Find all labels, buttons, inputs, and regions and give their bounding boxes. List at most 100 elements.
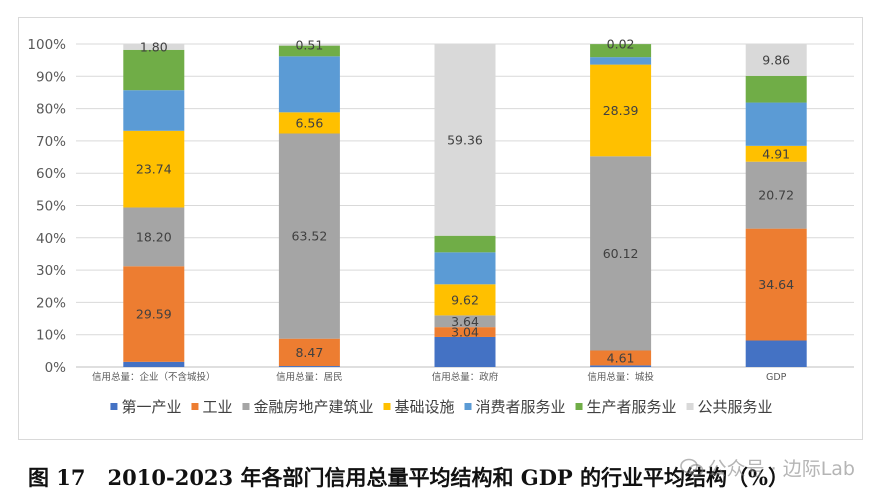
data-label: 3.04 <box>451 325 479 340</box>
data-label: 28.39 <box>603 103 639 118</box>
data-label: 4.91 <box>762 146 790 161</box>
legend-label: 消费者服务业 <box>476 398 566 416</box>
bar-segment <box>590 64 652 157</box>
watermark: 公众号 · 边际Lab <box>679 454 855 483</box>
data-label: 20.72 <box>758 188 794 203</box>
legend-swatch <box>191 403 199 410</box>
legend-label: 生产者服务业 <box>587 398 677 416</box>
data-label: 8.47 <box>295 345 323 360</box>
watermark-text: 公众号 · 边际Lab <box>707 458 855 480</box>
bar-segment <box>278 133 340 339</box>
bar-segment <box>745 44 807 76</box>
y-tick-label: 80% <box>36 102 66 118</box>
legend-swatch <box>464 403 472 410</box>
bar-segment <box>434 44 496 236</box>
data-label: 29.59 <box>136 307 172 322</box>
bar-segment <box>434 315 496 328</box>
figure-title: 2010-2023 年各部门信用总量平均结构和 GDP 的行业平均结构（%） <box>107 465 789 490</box>
bar-segment <box>434 252 496 285</box>
bar-segment <box>278 45 340 57</box>
data-label: 59.36 <box>447 132 483 147</box>
legend: 第一产业 工业 金融房地产建筑业 基础设施 消费者服务业 生产者服务业 公共服务业 <box>110 398 773 416</box>
y-tick-label: 10% <box>36 328 66 344</box>
wechat-icon <box>679 458 704 483</box>
figure-caption: 图 17 2010-2023 年各部门信用总量平均结构和 GDP 的行业平均结构（… <box>28 462 789 492</box>
bar-segment <box>123 361 185 367</box>
bar-segment <box>123 207 185 267</box>
y-tick-label: 70% <box>36 134 66 150</box>
bar-segment <box>590 365 652 367</box>
legend-swatch <box>242 403 250 410</box>
legend-label: 第一产业 <box>121 398 181 416</box>
data-label: 18.20 <box>136 229 172 244</box>
y-axis-tick-labels: 0% 10% 20% 30% 40% 50% 60% 70% 80% 90% 100% <box>27 37 66 376</box>
bar-segment <box>123 49 185 91</box>
x-axis-tick-labels: 信用总量：企业（不含城投） 信用总量：居民 信用总量：政府 信用总量：城投 GDP <box>92 371 787 383</box>
bar-segment <box>123 90 185 131</box>
bar-segment <box>434 327 496 337</box>
legend-item: 公共服务业 <box>686 398 773 416</box>
y-tick-label: 30% <box>36 263 66 279</box>
y-tick-label: 60% <box>36 166 66 182</box>
data-labels: 29.59 18.20 23.74 1.80 8.47 63.52 6.56 0.51 3.04… <box>136 37 794 366</box>
stacked-bar-chart: 0% 10% 20% 30% 40% 50% 60% 70% 80% 90% 100% 29.59 1… <box>27 37 854 416</box>
legend-swatch <box>110 403 118 410</box>
data-label: 0.51 <box>295 37 323 52</box>
data-label: 3.64 <box>451 314 479 329</box>
x-tick-label: 信用总量：城投 <box>587 371 654 383</box>
bar-segment <box>745 75 807 103</box>
bar-segment <box>278 56 340 113</box>
bar-segment <box>745 145 807 162</box>
bar-segment <box>590 57 652 65</box>
y-tick-label: 50% <box>36 199 66 215</box>
legend-item: 金融房地产建筑业 <box>242 398 373 416</box>
bars <box>123 44 807 367</box>
bar-segment <box>434 284 496 316</box>
y-tick-label: 40% <box>36 231 66 247</box>
legend-label: 基础设施 <box>394 398 454 416</box>
y-tick-label: 0% <box>45 360 67 376</box>
data-label: 1.80 <box>140 39 168 54</box>
legend-label: 金融房地产建筑业 <box>253 398 373 416</box>
legend-item: 基础设施 <box>383 398 455 416</box>
bar-segment <box>123 266 185 362</box>
figure-number: 图 17 <box>28 465 86 490</box>
bar-segment <box>745 228 807 341</box>
bar-segment <box>590 350 652 366</box>
data-label: 9.62 <box>451 292 479 307</box>
data-label: 9.86 <box>762 52 790 67</box>
y-tick-label: 20% <box>36 295 66 311</box>
legend-item: 第一产业 <box>110 398 181 416</box>
data-label: 60.12 <box>603 246 639 261</box>
bar-segment <box>278 366 340 367</box>
legend-item: 生产者服务业 <box>575 398 677 416</box>
data-label: 34.64 <box>758 277 794 292</box>
data-label: 6.56 <box>295 115 323 130</box>
legend-item: 消费者服务业 <box>464 398 566 416</box>
y-tick-label: 100% <box>27 37 66 53</box>
data-label: 63.52 <box>292 229 328 244</box>
chart-frame: 0% 10% 20% 30% 40% 50% 60% 70% 80% 90% 100% 29.59 1… <box>18 17 863 440</box>
bar-segment <box>434 336 496 367</box>
bar-segment <box>278 112 340 134</box>
data-label: 4.61 <box>607 350 635 365</box>
y-tick-label: 90% <box>36 69 66 85</box>
data-label: 23.74 <box>136 162 172 177</box>
x-tick-label: 信用总量：居民 <box>276 371 343 383</box>
x-tick-label: 信用总量：企业（不含城投） <box>92 371 216 383</box>
bar-segment <box>278 44 340 46</box>
data-label: 0.02 <box>607 37 635 52</box>
bar-segment <box>745 340 807 367</box>
bar-segment <box>123 130 185 208</box>
legend-swatch <box>686 403 694 410</box>
bar-segment <box>278 338 340 367</box>
bar-segment <box>745 161 807 229</box>
legend-label: 公共服务业 <box>698 398 773 416</box>
bar-segment <box>434 235 496 253</box>
x-tick-label: 信用总量：政府 <box>432 371 499 383</box>
legend-swatch <box>383 403 391 410</box>
legend-label: 工业 <box>202 398 232 416</box>
bar-segment <box>590 156 652 351</box>
legend-swatch <box>575 403 583 410</box>
x-tick-label: GDP <box>766 372 787 383</box>
